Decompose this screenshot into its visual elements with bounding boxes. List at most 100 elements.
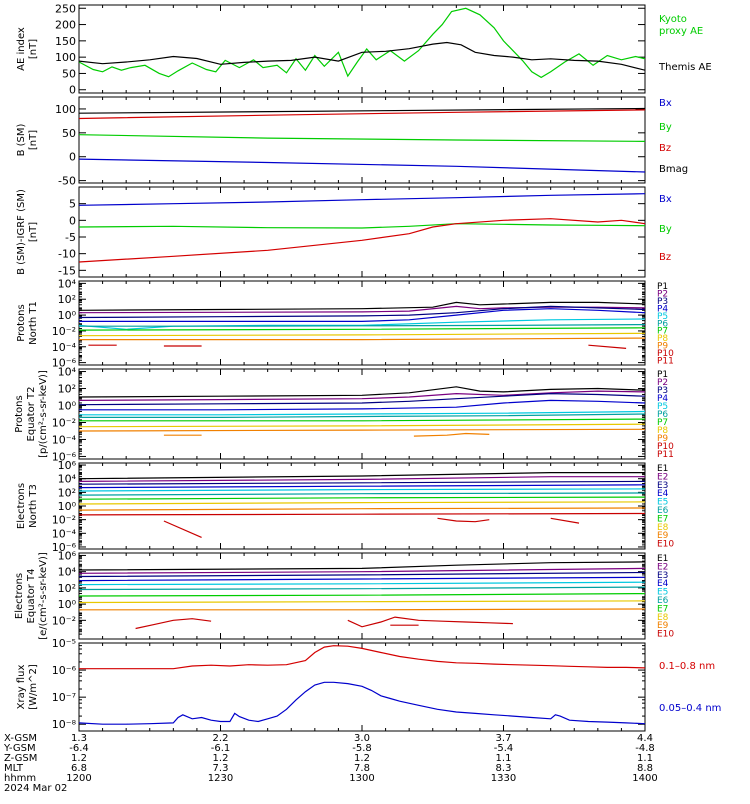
legend-entry: P3 bbox=[657, 386, 668, 396]
x-axis-value: 1.1 bbox=[637, 753, 653, 764]
y-tick-label: 10² bbox=[58, 383, 76, 396]
y-axis-label: B (SM)-IGRF (SM) bbox=[16, 189, 27, 275]
legend-entry: P10 bbox=[657, 442, 674, 452]
series-line-e8 bbox=[79, 501, 645, 505]
legend-entry: E2 bbox=[657, 472, 668, 482]
x-axis-value: -6.4 bbox=[69, 743, 89, 754]
series-line-e4 bbox=[79, 484, 645, 489]
series-line-e10d bbox=[550, 517, 580, 524]
series-line-e6 bbox=[79, 492, 645, 496]
legend-entry: P2 bbox=[657, 289, 668, 299]
series-line-by bbox=[79, 223, 645, 229]
y-axis-label: [p/(cm²-s-sr-keV)] bbox=[38, 370, 49, 458]
y-axis-label: North T1 bbox=[28, 301, 39, 345]
y-axis-label: Equator T2 bbox=[26, 387, 37, 442]
y-axis-label: Electrons bbox=[14, 573, 25, 619]
series-line-p6 bbox=[79, 324, 645, 327]
x-axis-value: 1400 bbox=[632, 773, 657, 784]
legend-entry: P8 bbox=[657, 334, 668, 344]
legend-entry: E1 bbox=[657, 464, 668, 474]
series-line-e10b bbox=[347, 616, 513, 628]
y-axis-label: [nT] bbox=[28, 130, 39, 150]
series-line-0-1-0-8-nm bbox=[79, 645, 645, 670]
legend-entry: P9 bbox=[657, 434, 668, 444]
legend-entry: P6 bbox=[657, 410, 668, 420]
series-line-bmag bbox=[79, 107, 645, 114]
series-line-e10 bbox=[135, 618, 212, 630]
series-line-p1 bbox=[79, 386, 645, 398]
y-axis-label: Protons bbox=[14, 395, 25, 432]
legend-entry: Bz bbox=[659, 252, 671, 263]
legend: 0.1–0.8 nm 0.05–0.4 nm bbox=[659, 661, 721, 714]
y-tick-label: 10⁻² bbox=[52, 514, 76, 527]
series-group bbox=[79, 107, 645, 173]
y-tick-label: 0 bbox=[69, 151, 76, 164]
y-tick-label: 10⁰ bbox=[58, 400, 77, 413]
legend-entry: proxy AE bbox=[659, 26, 703, 37]
y-axis-label: Electrons bbox=[16, 483, 27, 529]
legend-entry: P1 bbox=[657, 282, 668, 292]
legend-entry: P10 bbox=[657, 349, 674, 359]
series-group bbox=[79, 561, 645, 630]
x-axis-value: 1.2 bbox=[213, 753, 229, 764]
series-line-e10 bbox=[79, 512, 645, 516]
y-axis-label: Equator T4 bbox=[26, 569, 37, 624]
y-tick-label: -5 bbox=[65, 231, 76, 244]
x-axis-value: 1.2 bbox=[71, 753, 87, 764]
panel-4: 10⁻⁶ 10⁻⁴ 10⁻² 10⁰ 10² 10⁴ Protons North T1 P1P2… bbox=[16, 277, 674, 369]
x-axis-value: 4.4 bbox=[637, 733, 653, 744]
legend-entry: E7 bbox=[657, 604, 668, 614]
series-line-p3 bbox=[79, 392, 645, 406]
panel-frame bbox=[78, 642, 646, 732]
x-axis-value: 3.0 bbox=[354, 733, 370, 744]
legend: Bx By Bz Bmag bbox=[659, 98, 688, 175]
series-group bbox=[79, 645, 645, 725]
series-line-p7 bbox=[79, 327, 645, 331]
x-axis-value: 1.1 bbox=[496, 753, 512, 764]
series-line-e2 bbox=[79, 567, 645, 574]
y-tick-label: 100 bbox=[55, 51, 76, 64]
legend-entry: P5 bbox=[657, 312, 668, 322]
series-line-e7 bbox=[79, 592, 645, 597]
x-axis-value: 2.2 bbox=[213, 733, 229, 744]
panel-5: 10⁻⁶ 10⁻⁴ 10⁻² 10⁰ 10² 10⁴ Protons Equator T2 [p… bbox=[14, 366, 674, 464]
series-line-p10c bbox=[588, 344, 627, 349]
series-line-bx bbox=[79, 158, 645, 173]
legend-entry: E7 bbox=[657, 514, 668, 524]
series-line-e10b bbox=[163, 520, 202, 538]
y-tick-label: 10⁶ bbox=[58, 549, 77, 562]
x-axis-value: -4.8 bbox=[635, 743, 655, 754]
y-tick-label: 10⁻² bbox=[52, 614, 76, 627]
y-axis-label: North T3 bbox=[28, 484, 39, 528]
legend-entry: P11 bbox=[657, 450, 674, 460]
y-tick-label: 50 bbox=[62, 127, 76, 140]
legend: Bx By Bz bbox=[659, 194, 672, 263]
series-line-e6 bbox=[79, 586, 645, 591]
y-axis-label: [W/m^2] bbox=[28, 664, 39, 710]
legend-entry: E9 bbox=[657, 531, 669, 541]
legend-entry: Bmag bbox=[659, 164, 688, 175]
x-axis-row-label: MLT bbox=[4, 763, 24, 774]
y-tick-label: 10⁴ bbox=[58, 566, 77, 579]
legend-entry: E8 bbox=[657, 523, 669, 533]
series-line-e1 bbox=[79, 561, 645, 571]
y-tick-label: 0 bbox=[69, 84, 76, 97]
y-tick-label: 10⁰ bbox=[58, 309, 77, 322]
y-axis-label: [nT] bbox=[28, 222, 39, 242]
y-tick-label: 10⁻⁶ bbox=[52, 664, 77, 677]
series-line-e5 bbox=[79, 488, 645, 492]
series-line-p9 bbox=[79, 428, 645, 432]
legend-entry: Bz bbox=[659, 143, 671, 154]
y-axis-label: [e/(cm²-s-sr-keV)] bbox=[38, 552, 49, 640]
y-tick-label: 10⁴ bbox=[58, 277, 77, 290]
y-tick-label: 10⁻⁵ bbox=[52, 637, 76, 650]
x-axis-value: 1230 bbox=[208, 773, 233, 784]
legend-entry: P5 bbox=[657, 402, 668, 412]
series-line-bx bbox=[79, 193, 645, 206]
legend-entry: P4 bbox=[657, 394, 668, 404]
series-group bbox=[79, 301, 645, 349]
series-line-p2 bbox=[79, 390, 645, 401]
